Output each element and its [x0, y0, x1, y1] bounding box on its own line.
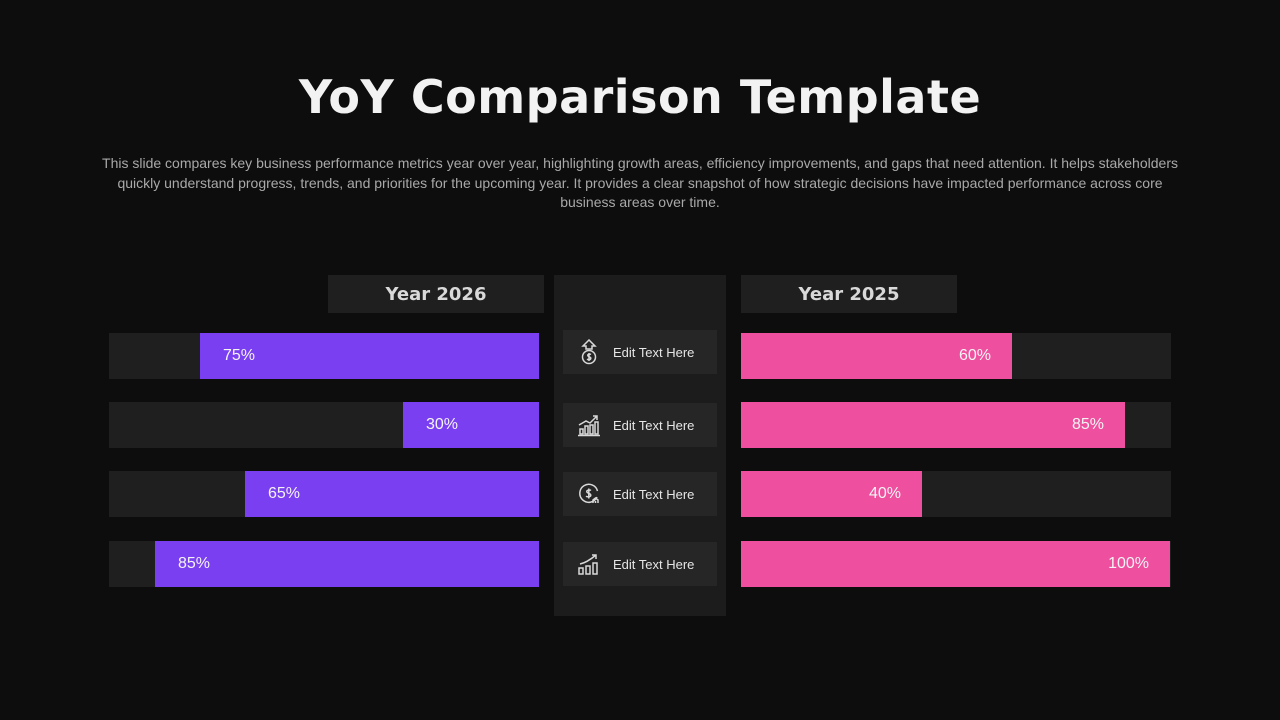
- bar-value: 65%: [268, 485, 301, 502]
- bar-growth-icon: [577, 552, 601, 576]
- header-year-2026: Year 2026: [328, 275, 544, 313]
- metric-label-text: Edit Text Here: [613, 556, 695, 572]
- metric-label-text: Edit Text Here: [613, 344, 695, 360]
- bar-2026-row-1: 75%: [200, 333, 539, 379]
- bar-value: 85%: [1071, 416, 1104, 433]
- bar-2026-row-2: 30%: [403, 402, 539, 448]
- bar-track-2025-row-2: 85%: [741, 402, 1171, 448]
- bar-2025-row-1: 60%: [741, 333, 1012, 379]
- dollar-coin-icon: [577, 482, 601, 506]
- bar-value: 100%: [1108, 555, 1149, 572]
- bar-2025-row-3: 40%: [741, 471, 922, 517]
- bar-track-2025-row-1: 60%: [741, 333, 1171, 379]
- bar-value: 85%: [178, 555, 211, 572]
- bar-2025-row-4: 100%: [741, 541, 1170, 587]
- bar-2025-row-2: 85%: [741, 402, 1125, 448]
- metric-label-text: Edit Text Here: [613, 417, 695, 433]
- bar-track-2026-row-3: 65%: [109, 471, 539, 517]
- money-bag-up-icon: [577, 339, 601, 365]
- bar-value: 30%: [426, 416, 459, 433]
- bar-track-2026-row-2: 30%: [109, 402, 539, 448]
- metric-label-row-4: Edit Text Here: [563, 542, 717, 586]
- bar-2026-row-3: 65%: [245, 471, 539, 517]
- bar-track-2025-row-3: 40%: [741, 471, 1171, 517]
- metric-label-row-3: Edit Text Here: [563, 472, 717, 516]
- bar-track-2026-row-1: 75%: [109, 333, 539, 379]
- header-year-2025: Year 2025: [741, 275, 957, 313]
- bar-value: 75%: [223, 347, 256, 364]
- metric-label-row-1: Edit Text Here: [563, 330, 717, 374]
- metric-label-row-2: Edit Text Here: [563, 403, 717, 447]
- page-title: YoY Comparison Template: [298, 70, 982, 124]
- metric-label-text: Edit Text Here: [613, 486, 695, 502]
- bar-track-2026-row-4: 85%: [109, 541, 539, 587]
- growth-chart-icon: [577, 413, 601, 437]
- page-description: This slide compares key business perform…: [102, 155, 1178, 210]
- bar-value: 40%: [868, 485, 901, 502]
- bar-track-2025-row-4: 100%: [741, 541, 1171, 587]
- bar-2026-row-4: 85%: [155, 541, 539, 587]
- bar-value: 60%: [958, 347, 991, 364]
